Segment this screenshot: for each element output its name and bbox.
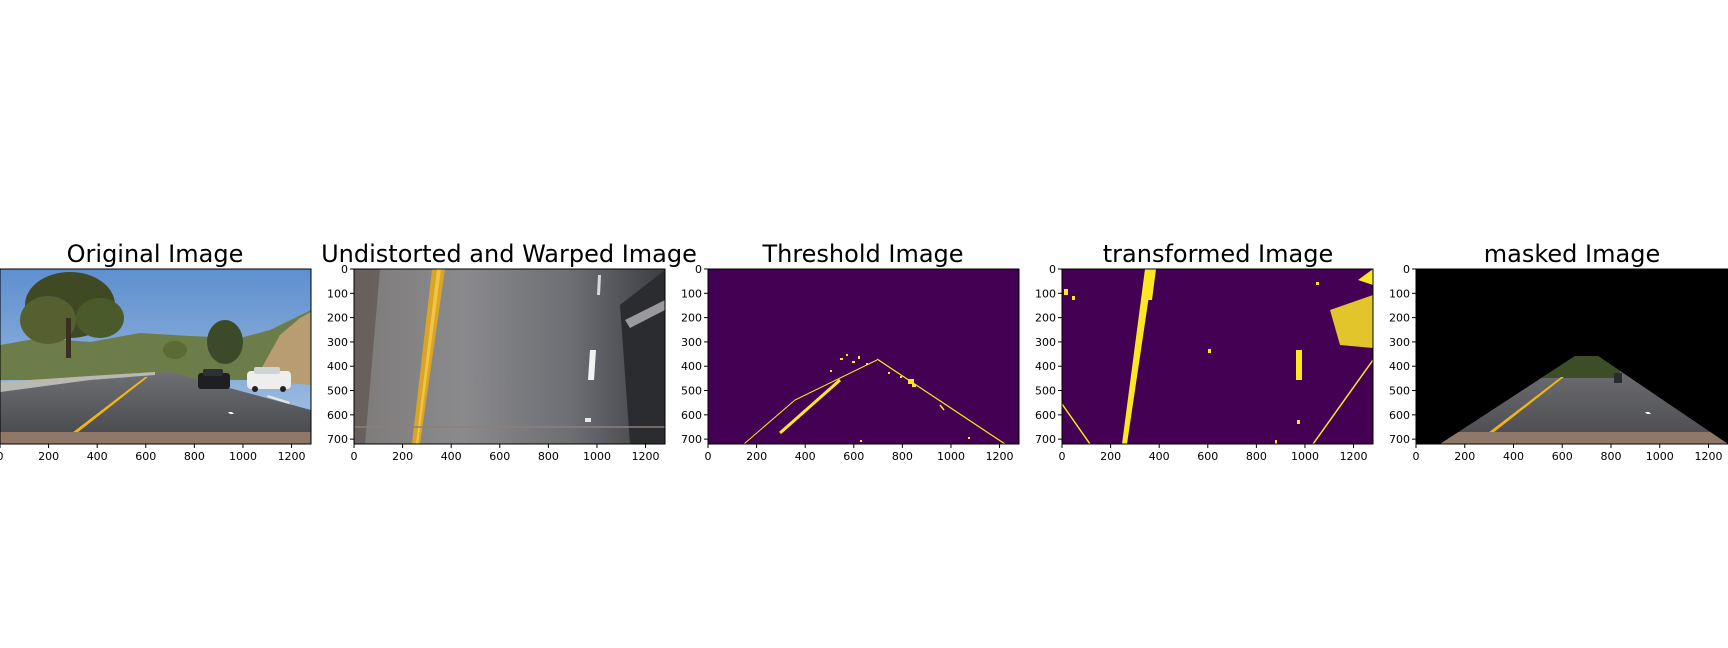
x-tick-label: 1200 xyxy=(632,450,660,463)
y-tick-label: 200 xyxy=(681,312,702,325)
x-tick-label: 600 xyxy=(1197,450,1218,463)
x-tick-label: 200 xyxy=(1454,450,1475,463)
panel-frame xyxy=(353,268,666,445)
y-tick-label: 100 xyxy=(1389,287,1410,300)
panel-masked xyxy=(1415,268,1728,445)
x-tick-label: 0 xyxy=(0,450,4,463)
x-tick-label: 1200 xyxy=(1695,450,1723,463)
x-tick-label: 1200 xyxy=(278,450,306,463)
panel-warped xyxy=(353,268,666,445)
x-tick-label: 0 xyxy=(705,450,712,463)
panel-transformed xyxy=(1061,268,1374,445)
x-tick-label: 600 xyxy=(1552,450,1573,463)
panel-threshold xyxy=(707,268,1020,445)
x-tick-label: 600 xyxy=(135,450,156,463)
y-tick-label: 0 xyxy=(1049,263,1056,276)
x-tick-label: 800 xyxy=(892,450,913,463)
y-tick-label: 0 xyxy=(341,263,348,276)
x-tick-label: 800 xyxy=(538,450,559,463)
title-threshold: Threshold Image xyxy=(761,240,963,268)
x-tick-label: 800 xyxy=(1246,450,1267,463)
y-tick-label: 700 xyxy=(327,433,348,446)
x-tick-label: 400 xyxy=(1149,450,1170,463)
title-warped: Undistorted and Warped Image xyxy=(321,240,697,268)
x-tick-label: 800 xyxy=(1601,450,1622,463)
warped-image xyxy=(354,269,665,444)
transformed-image xyxy=(1062,269,1373,444)
y-tick-label: 500 xyxy=(1035,385,1056,398)
threshold-image xyxy=(708,269,1019,444)
y-tick-label: 200 xyxy=(1389,312,1410,325)
x-tick-label: 400 xyxy=(441,450,462,463)
y-tick-label: 200 xyxy=(1035,312,1056,325)
x-tick-label: 1000 xyxy=(1646,450,1674,463)
x-tick-label: 1000 xyxy=(1291,450,1319,463)
y-tick-label: 0 xyxy=(695,263,702,276)
y-tick-label: 400 xyxy=(1035,360,1056,373)
title-masked: masked Image xyxy=(1484,240,1660,268)
axis-ticks: 0200400600800100012000200400600800100012… xyxy=(0,263,1723,463)
panel-frame xyxy=(1415,268,1728,445)
y-tick-label: 700 xyxy=(681,433,702,446)
x-tick-label: 600 xyxy=(489,450,510,463)
x-tick-label: 400 xyxy=(1503,450,1524,463)
x-tick-label: 200 xyxy=(392,450,413,463)
y-tick-label: 400 xyxy=(681,360,702,373)
x-tick-label: 800 xyxy=(184,450,205,463)
x-tick-label: 200 xyxy=(38,450,59,463)
x-tick-label: 1200 xyxy=(1340,450,1368,463)
y-tick-label: 400 xyxy=(1389,360,1410,373)
x-tick-label: 1200 xyxy=(986,450,1014,463)
x-tick-label: 0 xyxy=(351,450,358,463)
title-transformed: transformed Image xyxy=(1103,240,1333,268)
title-original: Original Image xyxy=(67,240,244,268)
y-tick-label: 0 xyxy=(1403,263,1410,276)
panel-original xyxy=(0,268,312,445)
x-tick-label: 400 xyxy=(87,450,108,463)
x-tick-label: 400 xyxy=(795,450,816,463)
x-tick-label: 1000 xyxy=(583,450,611,463)
masked-image xyxy=(1416,269,1728,444)
y-tick-label: 700 xyxy=(1035,433,1056,446)
y-tick-label: 100 xyxy=(681,287,702,300)
x-tick-label: 0 xyxy=(1413,450,1420,463)
y-tick-label: 600 xyxy=(681,409,702,422)
y-tick-label: 500 xyxy=(681,385,702,398)
x-tick-label: 0 xyxy=(1059,450,1066,463)
original-image xyxy=(0,269,311,444)
y-tick-label: 400 xyxy=(327,360,348,373)
y-tick-label: 500 xyxy=(327,385,348,398)
panel-frame xyxy=(1061,268,1374,445)
y-tick-label: 300 xyxy=(1035,336,1056,349)
y-tick-label: 700 xyxy=(1389,433,1410,446)
y-tick-label: 200 xyxy=(327,312,348,325)
x-tick-label: 1000 xyxy=(937,450,965,463)
y-tick-label: 500 xyxy=(1389,385,1410,398)
y-tick-label: 600 xyxy=(1035,409,1056,422)
y-tick-label: 600 xyxy=(327,409,348,422)
y-tick-label: 100 xyxy=(327,287,348,300)
y-tick-label: 600 xyxy=(1389,409,1410,422)
y-tick-label: 100 xyxy=(1035,287,1056,300)
y-tick-label: 300 xyxy=(1389,336,1410,349)
x-tick-label: 1000 xyxy=(229,450,257,463)
y-tick-label: 300 xyxy=(327,336,348,349)
x-tick-label: 200 xyxy=(746,450,767,463)
x-tick-label: 200 xyxy=(1100,450,1121,463)
panel-frame xyxy=(0,268,312,445)
panel-frame xyxy=(707,268,1020,445)
y-tick-label: 300 xyxy=(681,336,702,349)
x-tick-label: 600 xyxy=(843,450,864,463)
